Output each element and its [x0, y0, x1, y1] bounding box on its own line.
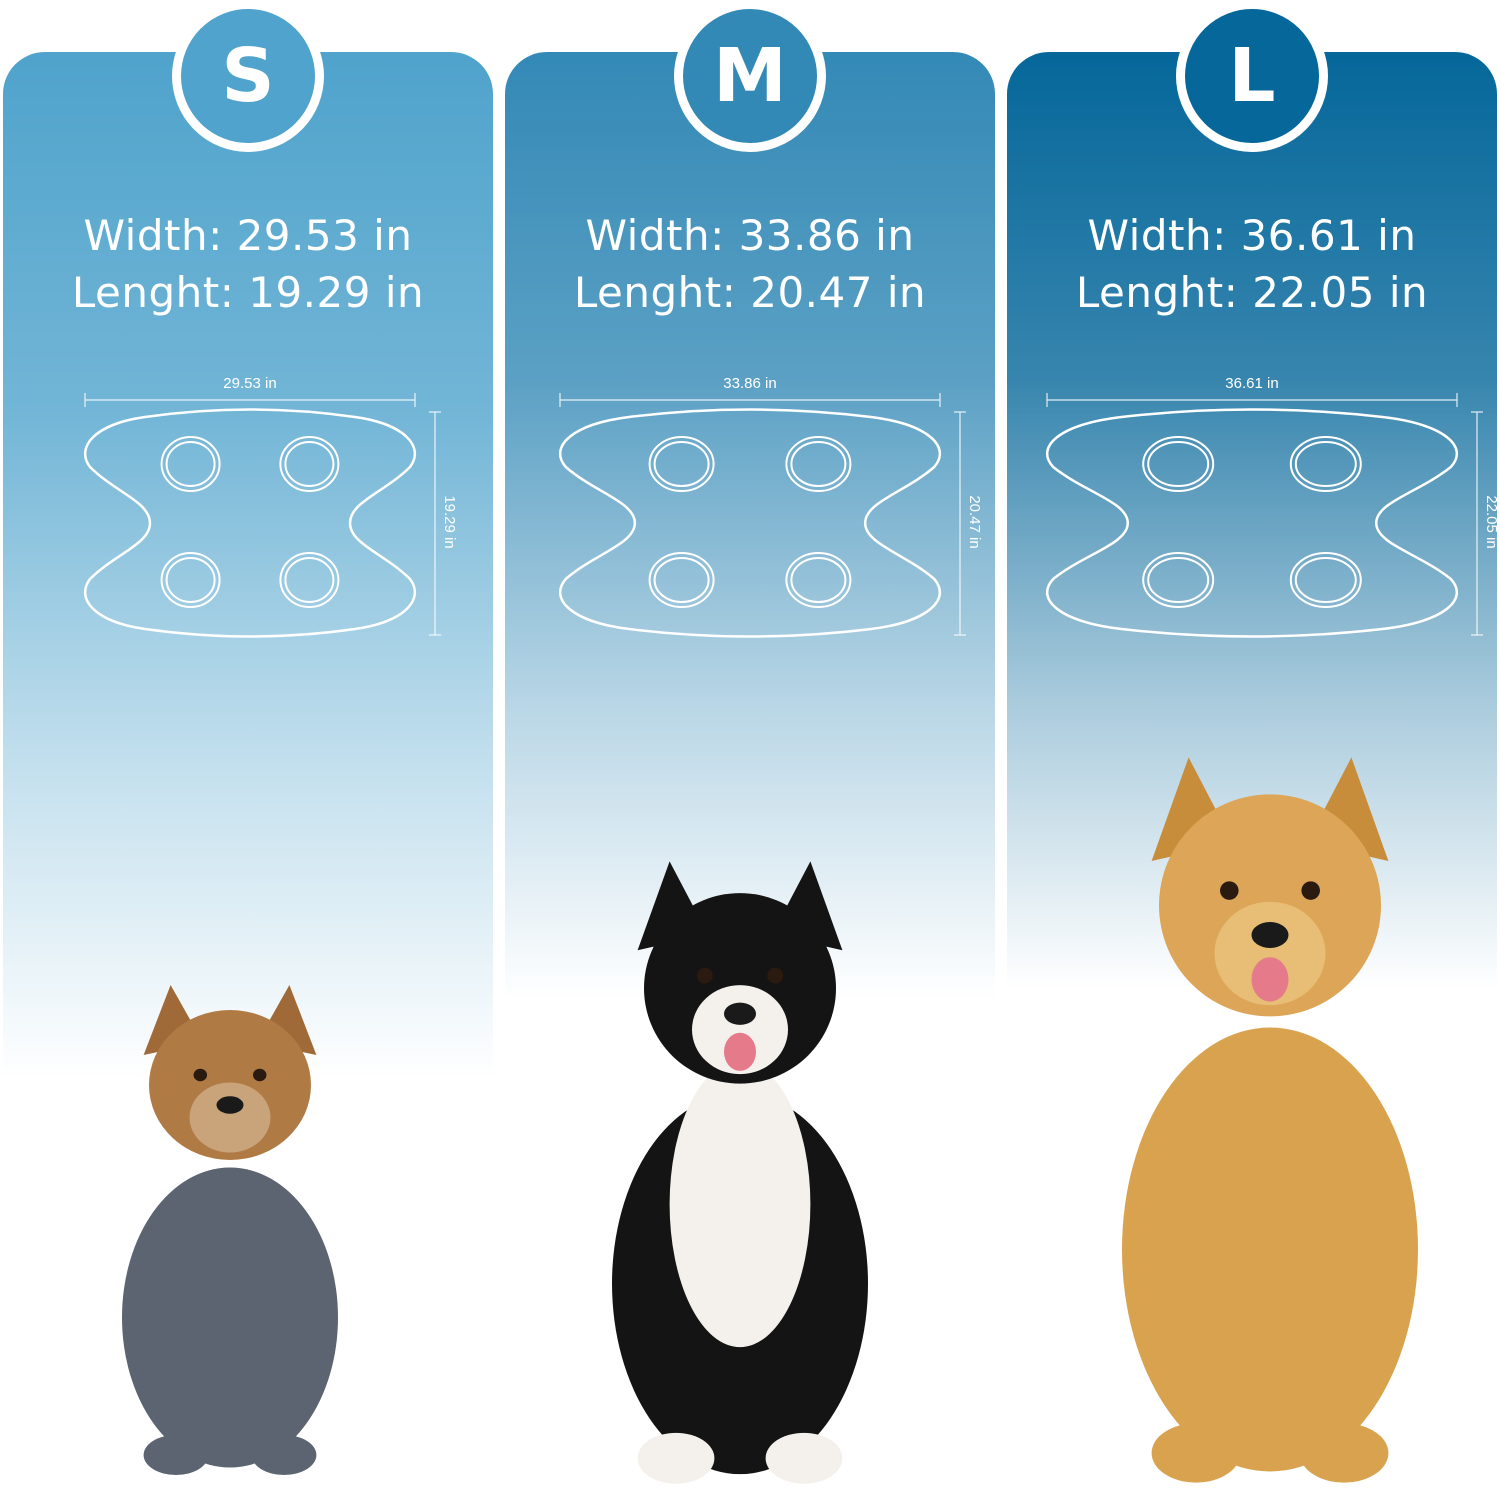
length-text: Lenght: 20.47 in — [573, 268, 927, 317]
paw-ring-icon — [160, 552, 221, 608]
paw-ring-icon — [785, 436, 852, 492]
width-text: Width: 36.61 in — [1087, 211, 1417, 260]
paw-ring-icon — [279, 436, 340, 492]
size-label: L — [1228, 33, 1276, 119]
width-dimension-label: 36.61 in — [1225, 375, 1278, 392]
size-panel-s: S Width: 29.53 in Lenght: 19.29 in 29.53… — [3, 0, 493, 1080]
length-text: Lenght: 22.05 in — [1075, 268, 1429, 317]
length-dimension-label: 19.29 in — [441, 495, 458, 548]
width-text: Width: 29.53 in — [83, 211, 413, 260]
mat-outline — [85, 410, 415, 637]
paw-ring-icon — [785, 552, 852, 608]
paw-ring-icon — [648, 436, 715, 492]
length-text: Lenght: 19.29 in — [71, 268, 425, 317]
dimensions-text: Width: 36.61 in Lenght: 22.05 in — [1007, 207, 1497, 321]
paw-ring-icon — [160, 436, 221, 492]
length-dimension-label: 20.47 in — [966, 495, 983, 548]
paw-ring-icon — [279, 552, 340, 608]
size-badge: S — [172, 0, 324, 152]
width-dimension-line — [84, 393, 441, 636]
mat-outline — [560, 410, 940, 637]
paw-ring-icon — [648, 552, 715, 608]
size-badge: M — [674, 0, 826, 152]
width-text: Width: 33.86 in — [585, 211, 915, 260]
width-dimension-line — [559, 393, 966, 636]
border-collie-image — [580, 855, 900, 1490]
width-dimension-label: 29.53 in — [223, 375, 276, 392]
mat-diagram: 36.61 in 22.05 in — [1007, 375, 1497, 647]
size-label: M — [713, 33, 787, 119]
width-dimension-label: 33.86 in — [723, 375, 776, 392]
paw-ring-icon — [1289, 436, 1362, 492]
yorkshire-terrier-image — [95, 980, 365, 1480]
length-dimension-label: 22.05 in — [1483, 495, 1497, 548]
dimensions-text: Width: 33.86 in Lenght: 20.47 in — [505, 207, 995, 321]
size-label: S — [221, 33, 275, 119]
paw-ring-icon — [1142, 552, 1215, 608]
size-panel-m: M Width: 33.86 in Lenght: 20.47 in 33.86… — [505, 0, 995, 1000]
paw-ring-icon — [1142, 436, 1215, 492]
paw-ring-icon — [1289, 552, 1362, 608]
size-badge: L — [1176, 0, 1328, 152]
golden-retriever-image — [1085, 750, 1455, 1490]
dimensions-text: Width: 29.53 in Lenght: 19.29 in — [3, 207, 493, 321]
mat-diagram: 33.86 in 20.47 in — [505, 375, 983, 647]
mat-diagram: 29.53 in 19.29 in — [3, 375, 458, 647]
width-dimension-line — [1046, 393, 1483, 636]
mat-outline — [1047, 410, 1457, 637]
